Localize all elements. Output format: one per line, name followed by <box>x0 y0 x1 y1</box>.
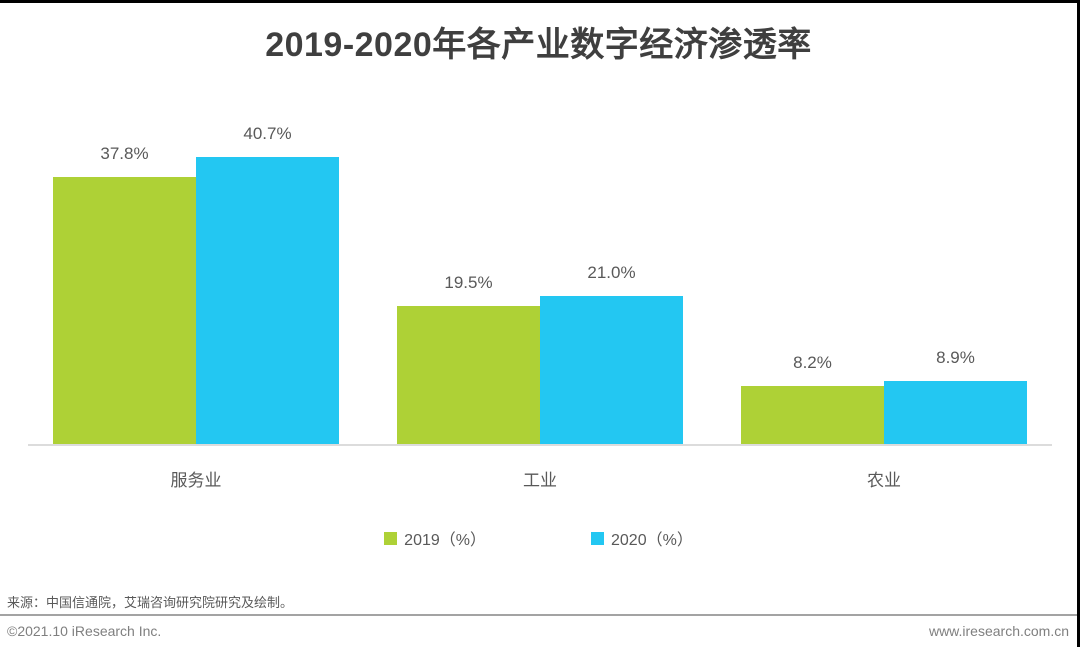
value-label: 40.7% <box>243 123 292 143</box>
value-label: 8.2% <box>793 353 832 373</box>
bar-group-cat1: 37.8% 40.7% <box>53 124 339 444</box>
bar-2019-cat1: 37.8% <box>53 144 196 444</box>
chart-title: 2019-2020年各产业数字经济渗透率 <box>265 26 812 64</box>
source-note: 来源：中国信通院，艾瑞咨询研究院研究及绘制。 <box>7 595 294 610</box>
category-label-3: 农业 <box>867 471 901 490</box>
bar-group-cat2: 19.5% 21.0% <box>397 263 683 444</box>
value-label: 8.9% <box>936 348 975 368</box>
bar-2020-cat3: 8.9% <box>884 348 1027 444</box>
legend-swatch-icon <box>384 531 398 545</box>
copyright-text: ©2021.10 iResearch Inc. <box>7 623 162 639</box>
bar-2020-cat1: 40.7% <box>196 124 339 444</box>
footer-divider <box>0 614 1077 616</box>
website-text: www.iresearch.com.cn <box>928 623 1069 639</box>
bar-chart-plot-area: 37.8% 40.7% 19.5% 21.0% 8.2% 8.9% <box>28 86 1052 446</box>
legend-item-2019: 2019（%） <box>384 526 486 550</box>
chart-legend: 2019（%） 2020（%） <box>0 526 1077 550</box>
bar-2019-cat2: 19.5% <box>397 273 540 444</box>
value-label: 37.8% <box>100 144 149 164</box>
legend-swatch-icon <box>591 531 604 545</box>
footer-row: ©2021.10 iResearch Inc. www.iresearch.co… <box>7 623 1069 639</box>
bar-group-cat3: 8.2% 8.9% <box>741 348 1027 444</box>
bar-2019-cat3: 8.2% <box>741 353 884 444</box>
value-label: 21.0% <box>587 262 636 282</box>
value-label: 19.5% <box>444 273 493 293</box>
category-label-1: 服务业 <box>170 471 222 490</box>
category-axis: 服务业 工业 农业 <box>28 466 1052 491</box>
legend-label: 2019（%） <box>404 532 486 549</box>
bar-2020-cat2: 21.0% <box>540 263 683 444</box>
legend-item-2020: 2020（%） <box>591 526 693 550</box>
legend-label: 2020（%） <box>611 532 693 549</box>
category-label-2: 工业 <box>523 471 557 490</box>
